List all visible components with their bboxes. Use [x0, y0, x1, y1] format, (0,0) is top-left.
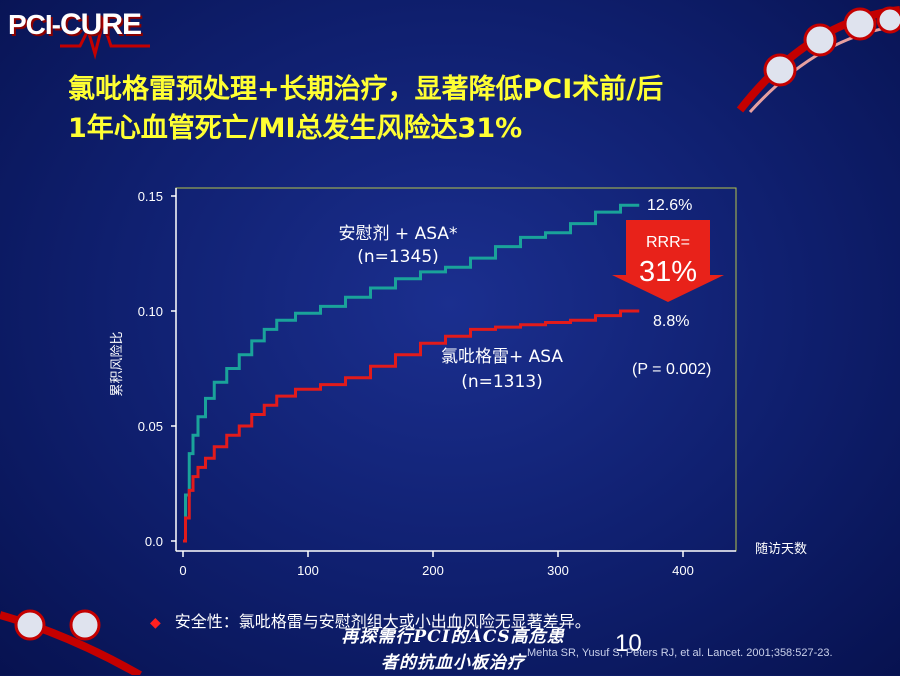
decorative-swoosh-bottom-icon	[0, 609, 142, 675]
y-tick-label: 0.15	[138, 189, 163, 204]
logo-highlight: CURE	[60, 8, 142, 41]
safety-bullet: ◆ 安全性：氯吡格雷与安慰剂组大或小出血风险无显著差异。	[150, 608, 591, 632]
clopidogrel-series-n: (n=1313)	[461, 372, 543, 392]
pci-cure-logo: PCI-CURE	[8, 8, 142, 42]
y-axis-title: 累积风险比	[110, 331, 125, 396]
placebo-series-label: 安慰剂 + ASA*	[339, 224, 458, 244]
x-tick-label: 400	[672, 563, 694, 578]
logo-prefix: PCI-	[8, 9, 61, 40]
clopidogrel-series-line	[183, 309, 640, 543]
footer-line-1: 再探需行PCI的ACS高危患	[341, 627, 565, 647]
footer-line-2: 者的抗血小板治疗	[381, 653, 525, 673]
footer-title: 再探需行PCI的ACS高危患 者的抗血小板治疗	[318, 624, 588, 676]
x-tick-label: 100	[297, 563, 319, 578]
clopidogrel-series-label: 氯吡格雷+ ASA	[441, 347, 563, 367]
placebo-series-n: (n=1345)	[357, 247, 439, 267]
x-tick-label: 300	[547, 563, 569, 578]
y-tick-label: 0.05	[138, 419, 163, 434]
placebo-end-label: 12.6%	[647, 197, 692, 214]
x-tick-label: 200	[422, 563, 444, 578]
x-axis-title: 随访天数	[755, 542, 807, 557]
y-tick-label: 0.0	[145, 534, 163, 549]
clopidogrel-end-label: 8.8%	[653, 313, 689, 330]
decorative-swoosh-icon	[736, 6, 900, 114]
title-line-1: 氯吡格雷预处理+长期治疗，显著降低PCI术前/后	[68, 74, 664, 105]
slide-title: 氯吡格雷预处理+长期治疗，显著降低PCI术前/后 1年心血管死亡/MI总发生风险…	[68, 70, 828, 148]
page-number: 10	[615, 630, 642, 657]
logo-ecg-icon	[60, 16, 150, 60]
rrr-value: 31%	[639, 256, 697, 288]
title-line-2: 1年心血管死亡/MI总发生风险达31%	[68, 113, 523, 144]
p-value-label: (P = 0.002)	[632, 361, 711, 378]
y-tick-label: 0.10	[138, 304, 163, 319]
safety-bullet-text: 安全性：氯吡格雷与安慰剂组大或小出血风险无显著差异。	[174, 612, 591, 631]
x-tick-label: 0	[179, 563, 186, 578]
rrr-arrow	[612, 220, 724, 302]
placebo-series-line	[183, 203, 640, 543]
rrr-label: RRR=	[646, 234, 690, 251]
citation: Mehta SR, Yusuf S, Peters RJ, et al. Lan…	[527, 647, 833, 659]
diamond-bullet-icon: ◆	[150, 615, 161, 631]
